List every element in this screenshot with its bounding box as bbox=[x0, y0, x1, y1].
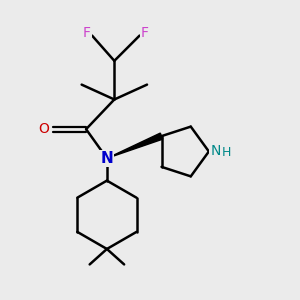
Text: O: O bbox=[38, 122, 49, 136]
Text: N: N bbox=[210, 145, 221, 158]
Text: F: F bbox=[141, 26, 149, 40]
Polygon shape bbox=[107, 133, 163, 158]
Text: F: F bbox=[82, 26, 91, 40]
Text: N: N bbox=[100, 151, 113, 166]
Text: H: H bbox=[222, 146, 232, 160]
